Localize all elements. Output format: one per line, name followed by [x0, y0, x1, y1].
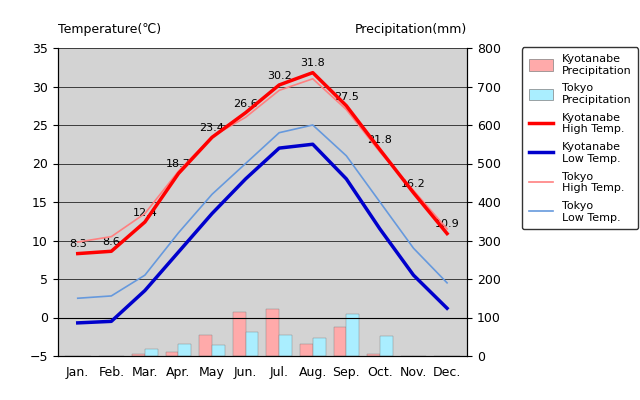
Bar	[435, 356, 447, 374]
Bar	[346, 314, 359, 356]
Text: Precipitation(mm): Precipitation(mm)	[355, 23, 467, 36]
Bar	[413, 356, 426, 360]
Text: 16.2: 16.2	[401, 178, 426, 188]
Bar	[233, 312, 246, 356]
Text: 30.2: 30.2	[267, 71, 292, 81]
Text: 12.4: 12.4	[132, 208, 157, 218]
Bar	[380, 336, 393, 356]
Bar	[300, 344, 313, 356]
Bar	[313, 338, 326, 356]
Bar	[179, 344, 191, 356]
Bar	[199, 335, 212, 356]
Bar	[65, 356, 77, 374]
Bar	[401, 356, 413, 368]
Bar	[246, 332, 259, 356]
Text: Temperature(℃): Temperature(℃)	[58, 23, 161, 36]
Bar	[111, 356, 124, 373]
Text: 8.3: 8.3	[69, 240, 86, 250]
Bar	[145, 350, 157, 356]
Text: 8.6: 8.6	[102, 237, 120, 247]
Bar	[367, 354, 380, 356]
Bar	[132, 354, 145, 356]
Bar	[77, 356, 90, 374]
Text: 18.7: 18.7	[166, 159, 191, 169]
Bar	[212, 345, 225, 356]
Legend: Kyotanabe
Precipitation, Tokyo
Precipitation, Kyotanabe
High Temp., Kyotanabe
Lo: Kyotanabe Precipitation, Tokyo Precipita…	[522, 47, 638, 229]
Bar	[166, 352, 179, 356]
Bar	[279, 335, 292, 356]
Text: 21.8: 21.8	[367, 136, 392, 146]
Bar	[447, 356, 460, 375]
Text: 10.9: 10.9	[435, 220, 460, 230]
Bar	[99, 356, 111, 369]
Text: 27.5: 27.5	[334, 92, 359, 102]
Text: 31.8: 31.8	[300, 58, 325, 68]
Bar	[266, 309, 279, 356]
Text: 23.4: 23.4	[200, 123, 225, 133]
Text: 26.6: 26.6	[233, 98, 258, 108]
Bar	[333, 327, 346, 356]
